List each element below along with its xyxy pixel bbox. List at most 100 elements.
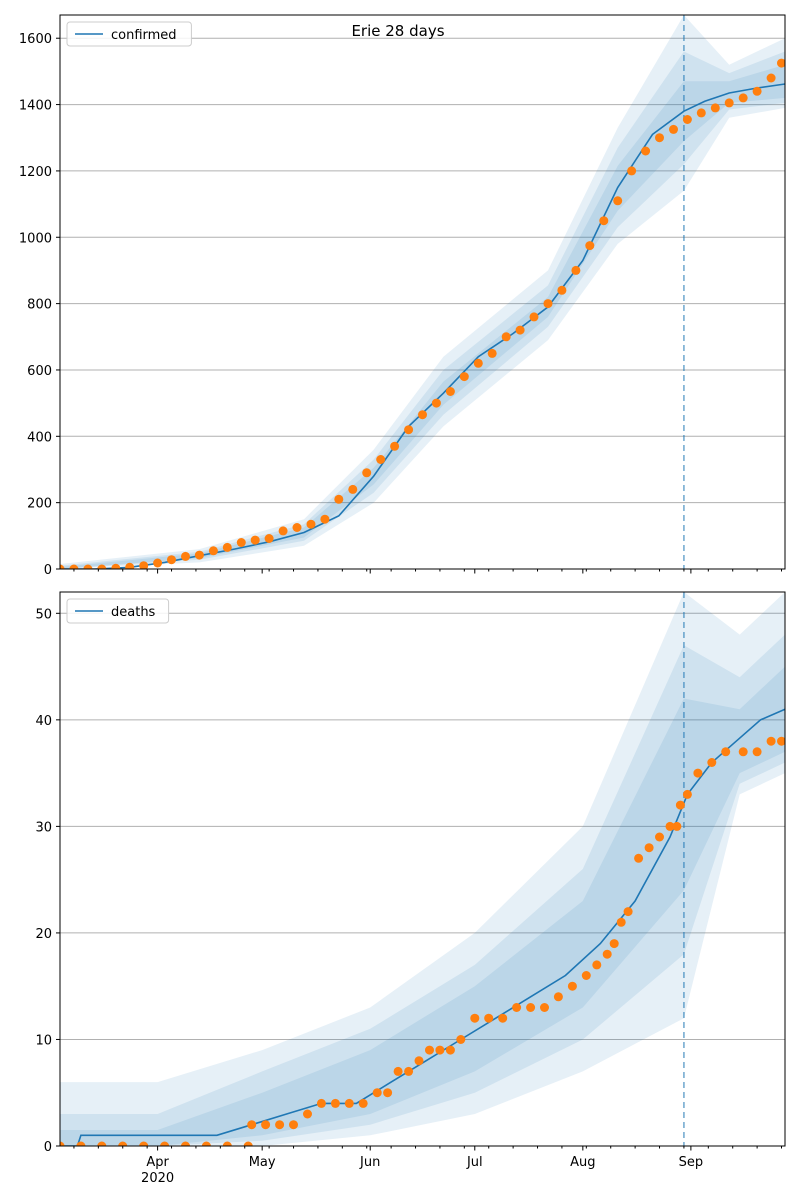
observed-point [435,1045,445,1055]
observed-point [526,1003,536,1012]
x-tick-label: Jun [359,1155,380,1170]
legend-label: deaths [111,605,156,620]
observed-point [306,519,316,529]
observed-point [160,1141,170,1146]
confidence-band [60,64,785,569]
observed-point [404,425,414,435]
y-tick-label: 1200 [19,165,52,180]
axes-frame [59,591,786,1147]
observed-point [334,494,344,504]
x-tick-label: Apr [146,1155,169,1170]
observed-point [275,1120,285,1130]
observed-point [208,546,218,556]
x-tick-sublabel: 2020 [141,1171,174,1186]
observed-point [383,1088,393,1098]
y-tick-label: 20 [35,927,52,942]
y-tick-label: 1600 [19,32,52,47]
top-panel: 0 200 400 600 800 1000 1200 1400 1600 confirmed [19,14,786,578]
observed-point [330,1098,340,1108]
observed-point [543,299,553,309]
y-tick-label: 40 [35,714,52,729]
observed-point [613,196,623,206]
x-tick-label: Sep [679,1155,704,1170]
observed-point [445,1045,455,1055]
observed-point [303,1109,312,1119]
observed-point [76,1141,86,1146]
plot-area [60,15,785,569]
observed-point [278,526,288,536]
observed-point [682,115,692,124]
legend-label: confirmed [111,28,177,43]
observed-point [264,534,274,543]
observed-point [752,747,762,757]
observed-point [693,768,703,778]
observed-point [581,971,591,980]
observed-point [484,1013,494,1023]
observed-point [153,558,163,568]
observed-point [181,1141,190,1146]
observed-point [222,542,232,552]
observed-point [529,312,539,322]
observed-point [752,86,762,96]
observed-point [250,535,260,545]
observed-point [592,960,602,970]
observed-point [201,1141,211,1146]
observed-point [456,1035,466,1044]
legend: deaths [66,598,170,624]
observed-point [344,1098,354,1108]
legend-box [66,598,170,624]
confidence-band [60,51,785,569]
observed-point [445,387,455,396]
observed-point [247,1120,257,1130]
observed-point [292,523,302,532]
observed-point [738,93,748,103]
observed-point [139,561,149,569]
observed-point [404,1066,414,1076]
observed-point [707,758,717,767]
observed-point [777,58,785,68]
y-tick-label: 1000 [19,231,52,246]
observed-point [111,563,121,569]
observed-point [696,108,706,118]
observed-point [372,1088,382,1098]
observed-point [390,441,400,451]
observed-point [348,484,358,494]
observed-point [60,1141,65,1146]
observed-point [139,1141,149,1146]
y-tick-label: 10 [35,1033,52,1048]
observed-point [289,1120,298,1130]
observed-point [512,1003,522,1012]
observed-point [181,551,190,561]
observed-point [320,514,330,524]
observed-point [358,1098,368,1108]
observed-point [721,747,731,757]
observed-point [766,73,776,83]
observed-point [540,1003,549,1012]
confidence-band [60,15,785,569]
observed-point [599,216,609,226]
observed-point [316,1098,326,1108]
observed-point [627,166,637,176]
x-tick-label: May [249,1155,276,1170]
y-tick-label: 30 [35,820,52,835]
observed-point [557,285,567,295]
y-tick-label: 600 [27,364,52,379]
observed-point [724,98,734,108]
observed-point [567,981,577,991]
observed-point [167,555,176,565]
y-tick-label: 0 [44,1140,52,1155]
observed-point [571,265,581,275]
observed-point [431,398,441,408]
observed-point [118,1141,128,1146]
observed-point [60,564,65,569]
plot-area [60,592,785,1146]
observed-point [97,1141,107,1146]
observed-point [669,124,678,134]
observed-point [682,789,692,799]
observed-point [261,1120,271,1130]
legend-box [66,21,192,47]
observed-point [473,358,483,368]
observed-point [194,550,204,560]
observed-point [738,747,748,757]
observed-point [125,562,135,569]
